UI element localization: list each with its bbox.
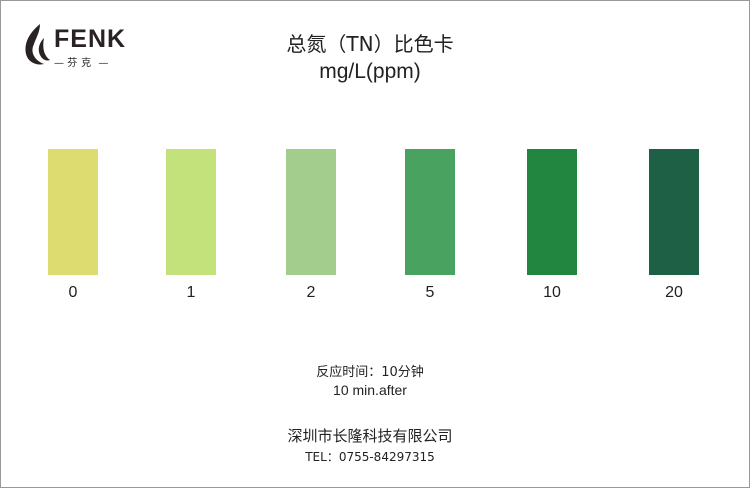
swatch-label: 20: [665, 284, 683, 301]
color-swatch: [649, 149, 699, 275]
company-name: 深圳市长隆科技有限公司: [287, 427, 453, 445]
color-swatch: [527, 149, 577, 275]
swatch-label: 5: [425, 284, 435, 301]
page-title: 总氮（TN）比色卡: [286, 32, 454, 56]
swatch-label: 2: [306, 284, 316, 301]
reaction-time-en: 10 min.after: [333, 382, 407, 398]
logo-subtitle: — 芬克 —: [54, 58, 109, 69]
swatch-label: 0: [68, 284, 78, 301]
swatch-label: 10: [543, 284, 561, 301]
logo-brand: FENK: [54, 25, 127, 53]
reaction-time-cn: 反应时间：10分钟: [316, 365, 424, 380]
flame-icon: [25, 24, 50, 65]
swatch-label: 1: [186, 284, 196, 301]
color-swatch: [48, 149, 98, 275]
unit-label: mg/L(ppm): [319, 60, 421, 83]
color-swatch: [405, 149, 455, 275]
color-swatch: [286, 149, 336, 275]
color-swatch: [166, 149, 216, 275]
telephone: TEL：0755-84297315: [305, 450, 435, 464]
fenk-logo: FENK — 芬克 —: [22, 22, 132, 69]
